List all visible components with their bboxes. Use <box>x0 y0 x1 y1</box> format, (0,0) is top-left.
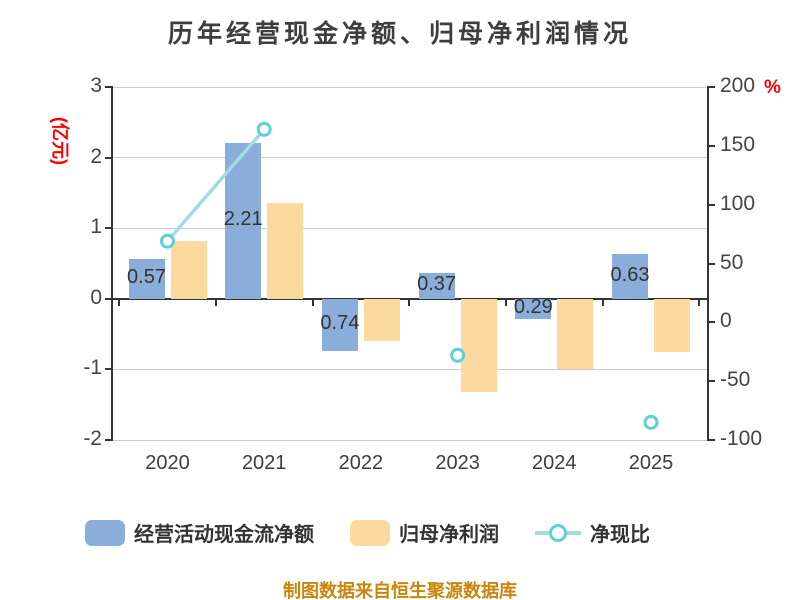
cashflow-bar <box>515 298 552 320</box>
x-axis-year-label: 2020 <box>145 452 190 474</box>
netprofit-bar <box>170 240 207 299</box>
right-axis-tick <box>707 262 715 265</box>
legend: 经营活动现金流净额 归母净利润 净现比 <box>85 518 650 547</box>
netprofit-bar <box>654 298 690 353</box>
gridline <box>113 439 707 441</box>
right-axis-tick-label: 150 <box>720 132 756 156</box>
left-axis-tick-label: 3 <box>90 74 102 97</box>
left-axis-tick <box>105 368 113 371</box>
source-note: 制图数据来自恒生聚源数据库 <box>283 581 517 600</box>
right-axis-tick <box>707 380 715 383</box>
bar-value-label: 0.74 <box>320 311 360 334</box>
bar-value-label: 0.63 <box>610 263 650 286</box>
x-axis-tick <box>408 298 411 306</box>
cashflow-bar <box>418 272 455 299</box>
left-axis-tick-label: -2 <box>83 427 102 450</box>
x-axis-tick <box>504 298 507 306</box>
chart-title: 历年经营现金净额、归母净利润情况 <box>167 20 632 48</box>
bar-value-label: 0.29 <box>513 296 553 319</box>
left-axis-tick <box>105 86 113 88</box>
left-axis-tick-label: 1 <box>90 215 102 239</box>
left-axis-tick-label: 2 <box>90 144 102 168</box>
gridline <box>113 86 707 88</box>
x-axis-year-label: 2025 <box>628 452 674 474</box>
gridline <box>113 157 707 159</box>
bar-value-label: 0.37 <box>417 272 457 295</box>
legend-item: 归母净利润 <box>350 518 499 547</box>
legend-line-marker <box>535 520 581 546</box>
gridline <box>113 368 707 370</box>
cashflow-bar <box>612 254 648 299</box>
right-axis-tick <box>707 439 715 441</box>
right-axis-tick <box>707 86 715 88</box>
left-axis-tick-label: 0 <box>90 285 102 309</box>
left-axis-tick <box>105 297 113 300</box>
legend-circle <box>549 523 567 542</box>
right-axis-tick-label: 50 <box>720 250 744 274</box>
legend-item: 经营活动现金流净额 <box>85 518 314 547</box>
legend-label: 归母净利润 <box>399 524 499 546</box>
right-axis-unit: % <box>764 77 781 98</box>
left-axis-tick <box>105 227 113 230</box>
right-axis-tick-label: 200 <box>720 74 756 97</box>
cashflow-bar <box>321 298 358 352</box>
left-axis-tick <box>105 439 113 441</box>
legend-swatch <box>85 519 125 546</box>
right-axis-tick <box>707 203 715 206</box>
cashflow-bar <box>128 258 165 299</box>
x-axis-tick <box>698 298 701 306</box>
x-axis-tick <box>214 298 217 306</box>
netprofit-bar <box>460 298 497 392</box>
x-axis-year-label: 2022 <box>338 452 384 474</box>
right-axis-tick-label: -100 <box>720 427 763 450</box>
x-axis-tick <box>311 298 314 306</box>
legend-item: 净现比 <box>535 518 650 547</box>
legend-label: 经营活动现金流净额 <box>134 524 314 546</box>
y-axis-left <box>111 87 113 440</box>
x-axis-year-label: 2023 <box>435 452 480 474</box>
legend-swatch <box>350 519 390 546</box>
left-axis-tick <box>105 156 113 159</box>
left-axis-tick-label: -1 <box>83 356 102 380</box>
x-axis-year-label: 2021 <box>241 452 287 474</box>
netprofit-bar <box>267 203 304 299</box>
bar-value-label: 0.57 <box>127 265 166 288</box>
netprofit-bar <box>557 298 594 370</box>
right-axis-tick-label: 0 <box>720 309 732 333</box>
x-axis-year-label: 2024 <box>532 452 577 474</box>
bar-value-label: 2.21 <box>223 207 263 230</box>
y-axis-right <box>707 87 709 440</box>
gridline <box>113 227 707 229</box>
x-axis-tick <box>601 298 604 306</box>
netprofit-bar <box>363 298 400 342</box>
legend-label: 净现比 <box>590 524 650 546</box>
right-axis-tick <box>707 144 715 147</box>
right-axis-tick <box>707 321 715 324</box>
right-axis-tick-label: 100 <box>720 191 756 215</box>
right-axis-tick-label: -50 <box>720 368 751 392</box>
x-axis-tick <box>118 298 121 306</box>
